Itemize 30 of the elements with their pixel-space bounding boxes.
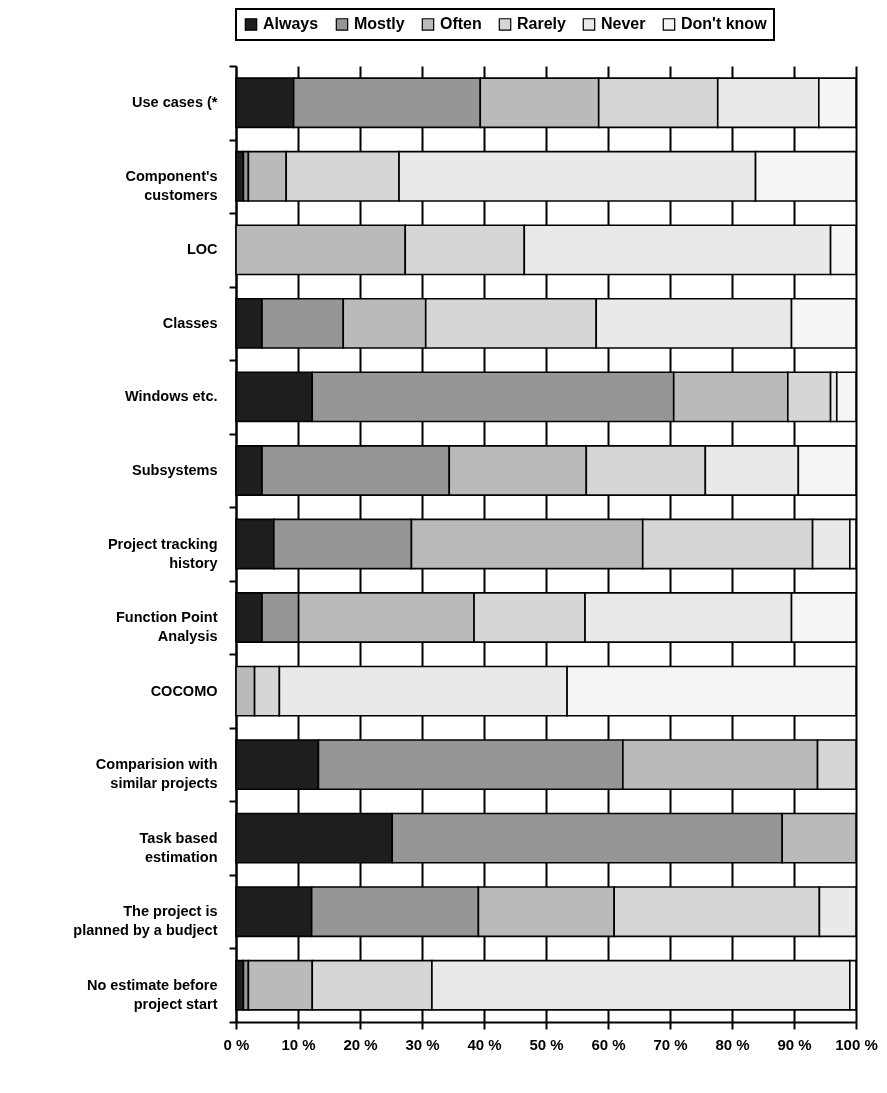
y-tick-label: Classes xyxy=(162,314,218,331)
legend-label: Always xyxy=(263,15,319,33)
x-tick-label: 40 % xyxy=(467,1035,502,1053)
legend-label: Often xyxy=(440,15,482,33)
x-tick-label: 60 % xyxy=(591,1035,626,1053)
y-tick-label: Comparision with similar projects xyxy=(95,756,218,792)
y-tick-label: Use cases (* xyxy=(132,94,218,111)
y-tick-label: Task based estimation xyxy=(139,829,218,865)
y-tick-label: COCOMO xyxy=(150,682,218,699)
y-tick-label: Function Point Analysis xyxy=(116,609,218,645)
legend-label: Mostly xyxy=(354,15,405,33)
x-tick-label: 90 % xyxy=(777,1035,812,1053)
x-tick-label: 20 % xyxy=(343,1035,378,1053)
x-tick-label: 0 % xyxy=(223,1035,250,1053)
y-tick-label: Windows etc. xyxy=(124,388,218,405)
y-tick-label: Subsystems xyxy=(132,461,218,478)
x-tick-label: 80 % xyxy=(715,1035,750,1053)
legend-label: Never xyxy=(601,15,646,33)
y-tick-label: LOC xyxy=(186,241,219,258)
x-tick-label: 50 % xyxy=(529,1035,564,1053)
x-tick-label: 30 % xyxy=(405,1035,440,1053)
legend-label: Rarely xyxy=(517,15,567,33)
y-tick-label: No estimate before project start xyxy=(86,976,218,1012)
y-tick-label: Component's customers xyxy=(125,167,218,203)
x-tick-label: 70 % xyxy=(653,1035,688,1053)
x-tick-label: 10 % xyxy=(281,1035,316,1053)
legend-label: Don't know xyxy=(681,15,768,33)
x-tick-label: 100 % xyxy=(835,1035,878,1053)
y-tick-label: Project tracking history xyxy=(107,535,218,571)
y-tick-label: The project is planned by a budject xyxy=(73,903,218,939)
